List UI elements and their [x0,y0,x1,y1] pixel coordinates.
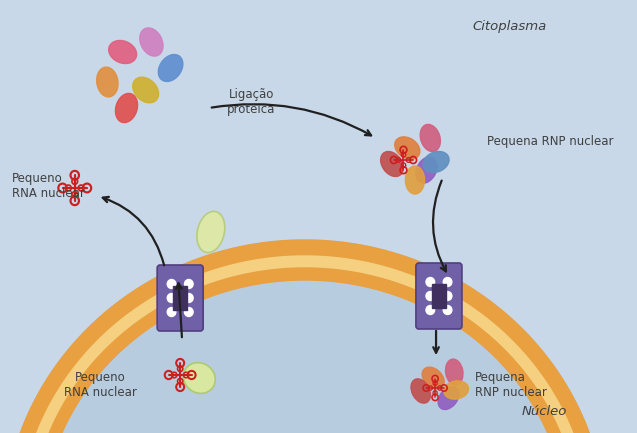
Ellipse shape [132,77,159,103]
Circle shape [185,307,193,317]
Ellipse shape [197,211,225,252]
Ellipse shape [445,359,463,385]
Circle shape [185,294,193,303]
Circle shape [443,291,452,301]
Ellipse shape [97,67,118,97]
Text: Pequena RNP nuclear: Pequena RNP nuclear [487,136,613,149]
Circle shape [426,291,434,301]
Polygon shape [39,268,571,433]
Ellipse shape [420,124,440,152]
Polygon shape [28,256,582,433]
Circle shape [443,278,452,287]
Polygon shape [13,240,596,433]
Circle shape [168,279,176,288]
Ellipse shape [381,152,403,177]
Ellipse shape [422,367,444,389]
FancyBboxPatch shape [157,265,203,331]
FancyBboxPatch shape [416,263,462,329]
Ellipse shape [405,166,424,194]
Text: Pequeno
RNA nuclear: Pequeno RNA nuclear [11,172,84,200]
Ellipse shape [444,381,469,399]
Ellipse shape [438,387,459,410]
Circle shape [168,294,176,303]
Text: Pequeno
RNA nuclear: Pequeno RNA nuclear [64,371,137,399]
Text: Ligação
protéica: Ligação protéica [227,88,275,116]
Ellipse shape [423,152,449,172]
Bar [433,284,446,308]
Ellipse shape [159,55,183,81]
Circle shape [185,279,193,288]
Bar [173,286,187,310]
Ellipse shape [183,362,215,393]
Text: Núcleo: Núcleo [522,405,568,418]
Ellipse shape [109,40,137,64]
Text: Pequena
RNP nuclear: Pequena RNP nuclear [475,371,547,399]
Circle shape [426,306,434,314]
Ellipse shape [395,137,420,159]
Ellipse shape [3,240,606,433]
Circle shape [426,278,434,287]
Ellipse shape [411,379,431,403]
Text: Citoplasma: Citoplasma [472,20,547,33]
Ellipse shape [416,157,437,183]
Circle shape [168,307,176,317]
Ellipse shape [140,28,163,56]
Ellipse shape [115,94,138,123]
Circle shape [443,306,452,314]
